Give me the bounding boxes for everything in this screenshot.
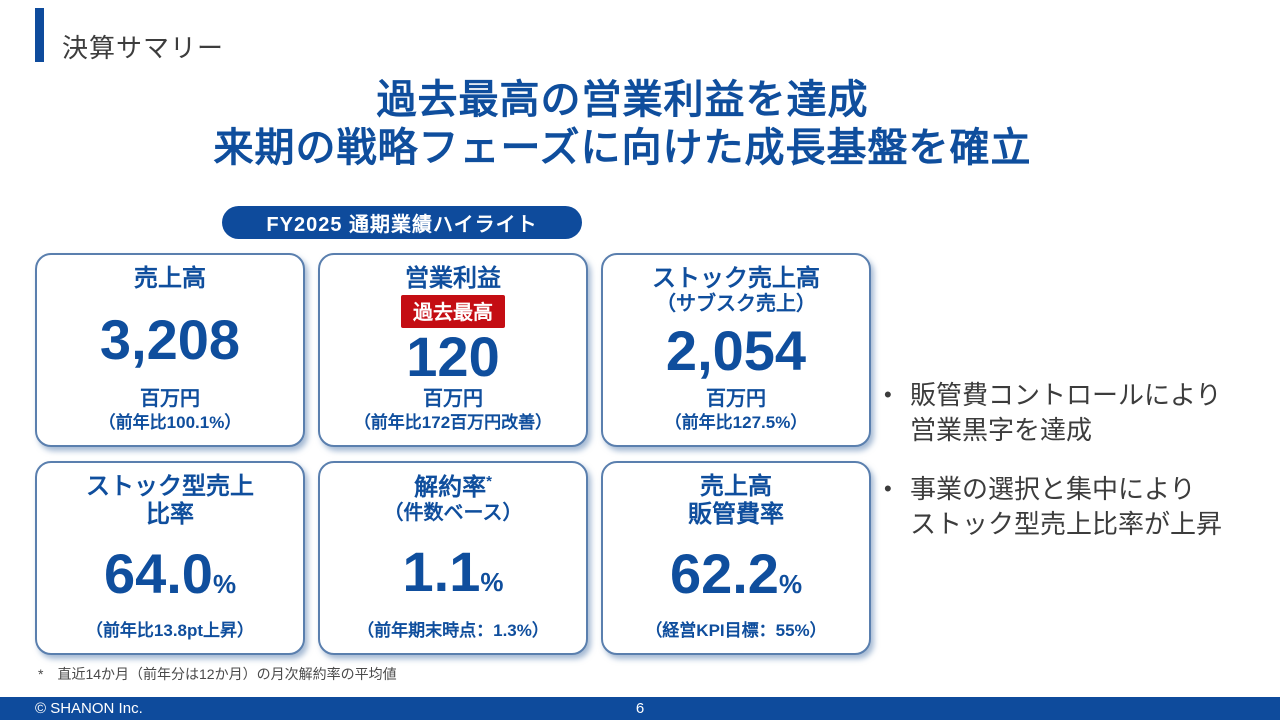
main-title: 過去最高の営業利益を達成 来期の戦略フェーズに向けた成長基盤を確立 [0, 76, 1245, 172]
key-point-item: • 事業の選択と集中により ストック型売上比率が上昇 [884, 472, 1264, 542]
kpi-note: （前年期末時点：1.3%） [357, 620, 549, 640]
kpi-title-group: 営業利益 過去最高 [401, 265, 505, 328]
kpi-note: （経営KPI目標：55%） [645, 620, 827, 640]
kpi-footer: （前年比13.8pt上昇） [86, 620, 254, 641]
kpi-note: （前年比13.8pt上昇） [85, 620, 255, 640]
highlight-badge: FY2025 通期業績ハイライト [222, 206, 582, 239]
kpi-footer: 百万円 （前年比172百万円改善） [354, 387, 552, 433]
bullet-marker: • [884, 382, 892, 407]
kpi-footer: 百万円 （前年比100.1%） [99, 387, 242, 433]
kpi-footer: 百万円 （前年比127.5%） [665, 387, 808, 433]
kpi-value: 3,208 [99, 307, 241, 371]
bullet-marker: • [884, 476, 892, 502]
kpi-card-revenue: 売上高 3,208 百万円 （前年比100.1%） [35, 253, 305, 447]
kpi-value: 62.2% [669, 541, 803, 605]
kpi-card-grid: 売上高 3,208 百万円 （前年比100.1%） 営業利益 過去最高 120 … [35, 253, 871, 655]
footnote-asterisk: * [486, 473, 492, 490]
kpi-card-churn-rate: 解約率* （件数ベース） 1.1% （前年期末時点：1.3%） [318, 461, 588, 655]
kpi-card-stock-revenue: ストック売上高 （サブスク売上） 2,054 百万円 （前年比127.5%） [601, 253, 871, 447]
footnote: * 直近14か月（前年分は12か月）の月次解約率の平均値 [38, 666, 397, 682]
kpi-title: 営業利益 [405, 265, 501, 292]
slide-header-title: 決算サマリー [62, 33, 225, 63]
kpi-title: ストック売上高 （サブスク売上） [652, 265, 820, 315]
kpi-unit: 百万円 [705, 387, 766, 410]
kpi-value: 64.0% [103, 541, 237, 605]
kpi-unit: 百万円 [139, 387, 200, 410]
copyright: © SHANON Inc. [35, 700, 143, 717]
kpi-card-sga-ratio: 売上高 販管費率 62.2% （経営KPI目標：55%） [601, 461, 871, 655]
kpi-note: （前年比100.1%） [98, 412, 242, 432]
kpi-card-operating-profit: 営業利益 過去最高 120 百万円 （前年比172百万円改善） [318, 253, 588, 447]
accent-bar [35, 8, 44, 62]
kpi-title: 売上高 [134, 265, 206, 292]
record-high-badge: 過去最高 [401, 294, 505, 328]
kpi-title: ストック型売上 比率 [86, 473, 254, 528]
kpi-footer: （前年期末時点：1.3%） [357, 620, 549, 641]
key-point-item: • 販管費コントロールにより 営業黒字を達成 [884, 378, 1264, 448]
key-points: • 販管費コントロールにより 営業黒字を達成 • 事業の選択と集中により ストッ… [884, 378, 1264, 566]
kpi-title: 売上高 販管費率 [688, 473, 784, 528]
page-number: 6 [635, 700, 645, 717]
footer-bar: 6 © SHANON Inc. [0, 697, 1280, 720]
kpi-note: （前年比172百万円改善） [353, 412, 553, 432]
kpi-title: 解約率* （件数ベース） [383, 473, 523, 524]
kpi-card-stock-ratio: ストック型売上 比率 64.0% （前年比13.8pt上昇） [35, 461, 305, 655]
kpi-value: 1.1% [402, 540, 504, 604]
kpi-value: 120 [406, 325, 500, 389]
kpi-value: 2,054 [665, 319, 807, 383]
main-title-line2: 来期の戦略フェーズに向けた成長基盤を確立 [213, 126, 1032, 170]
main-title-line1: 過去最高の営業利益を達成 [376, 78, 869, 122]
kpi-unit: 百万円 [423, 387, 483, 410]
kpi-footer: （経営KPI目標：55%） [645, 620, 826, 641]
kpi-note: （前年比127.5%） [664, 412, 808, 432]
